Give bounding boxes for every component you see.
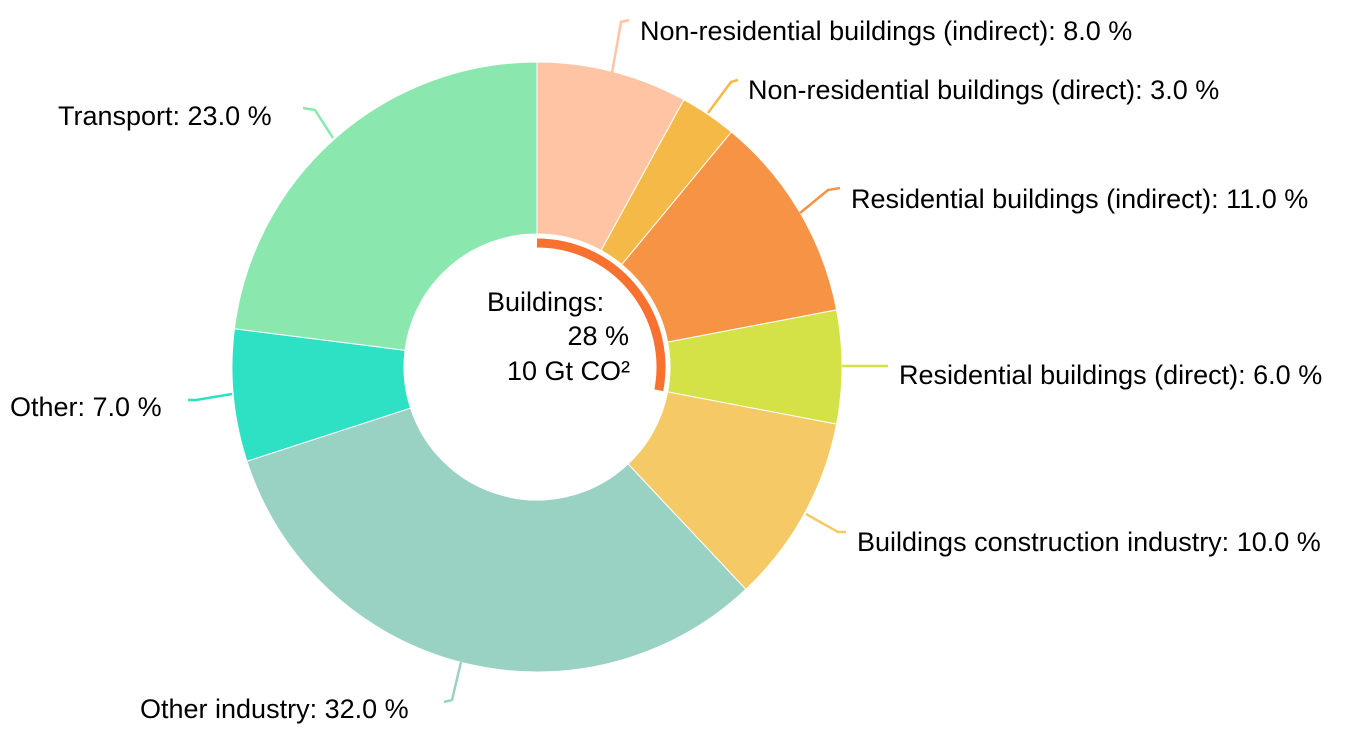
- slices-group: [231, 61, 843, 673]
- connector-6: [188, 392, 233, 402]
- slice-buildings-construction-industry: [627, 391, 838, 591]
- slice-transport: [233, 61, 538, 351]
- label-connectors: [188, 18, 888, 704]
- connector-2: [799, 186, 841, 214]
- slice-label-6: Other: 7.0 %: [10, 392, 162, 422]
- slice-labels: Non-residential buildings (indirect): 8.…: [10, 16, 1322, 724]
- connector-4: [805, 512, 846, 534]
- connector-5: [443, 661, 463, 704]
- buildings-highlight-arc: [536, 238, 666, 392]
- slice-label-2: Residential buildings (indirect): 11.0 %: [851, 184, 1308, 214]
- slice-label-0: Non-residential buildings (indirect): 8.…: [640, 16, 1132, 46]
- center-label-line2: 28 %: [567, 321, 629, 351]
- center-label-line3: 10 Gt CO²: [507, 356, 630, 386]
- center-label: Buildings: 28 % 10 Gt CO²: [487, 287, 630, 386]
- connector-0: [610, 18, 630, 74]
- slice-label-5: Other industry: 32.0 %: [140, 694, 409, 724]
- slice-other-industry: [246, 407, 747, 673]
- slice-label-3: Residential buildings (direct): 6.0 %: [899, 360, 1322, 390]
- center-label-line1: Buildings:: [487, 287, 604, 317]
- slice-label-4: Buildings construction industry: 10.0 %: [857, 527, 1321, 557]
- slice-residential-buildings-indirect: [621, 131, 838, 343]
- connector-7: [302, 106, 335, 139]
- slice-label-1: Non-residential buildings (direct): 3.0 …: [748, 75, 1219, 105]
- slice-label-7: Transport: 23.0 %: [58, 101, 272, 131]
- connector-1: [706, 78, 739, 114]
